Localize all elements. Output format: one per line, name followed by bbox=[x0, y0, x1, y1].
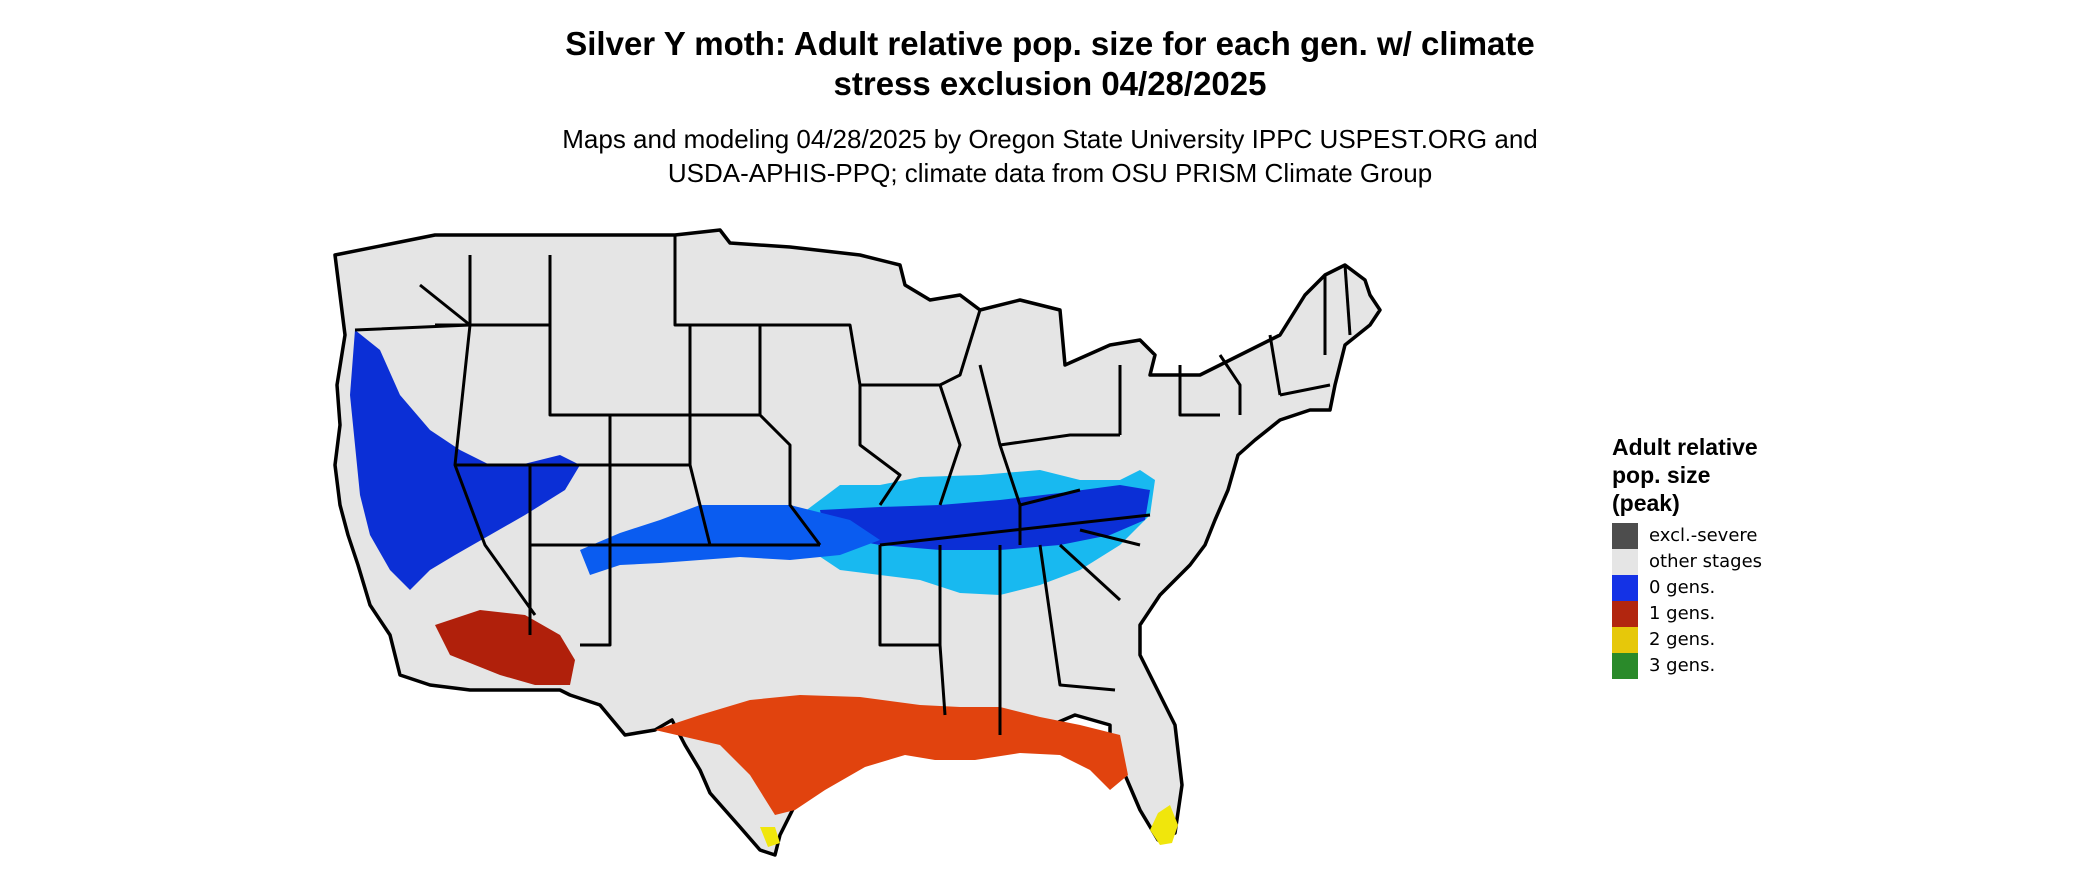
subtitle-line-1: Maps and modeling 04/28/2025 by Oregon S… bbox=[562, 124, 1538, 154]
southwest-zone-0-gens bbox=[350, 330, 580, 590]
state-borders bbox=[354, 235, 1352, 735]
legend-swatch bbox=[1612, 523, 1638, 549]
legend-item-1-gens: 1 gens. bbox=[1612, 601, 1872, 627]
legend-label: 0 gens. bbox=[1649, 577, 1716, 598]
map-subtitle: Maps and modeling 04/28/2025 by Oregon S… bbox=[300, 122, 1800, 190]
gulf-coast-zone-1-gens bbox=[655, 695, 1128, 815]
legend-swatch bbox=[1612, 601, 1638, 627]
legend-label: 2 gens. bbox=[1649, 629, 1716, 650]
legend-title-line-3: (peak) bbox=[1612, 490, 1680, 516]
legend-title: Adult relative pop. size (peak) bbox=[1612, 433, 1872, 517]
map-legend: Adult relative pop. size (peak) excl.-se… bbox=[1612, 433, 1872, 679]
us-map-svg bbox=[333, 228, 1382, 857]
tennessee-band-0-gens bbox=[820, 485, 1150, 550]
us-map bbox=[320, 215, 1580, 890]
legend-swatch bbox=[1612, 549, 1638, 575]
legend-item-2-gens: 2 gens. bbox=[1612, 627, 1872, 653]
legend-label: other stages bbox=[1649, 551, 1763, 572]
legend-item-excl-severe: excl.-severe bbox=[1612, 523, 1872, 549]
legend-swatch bbox=[1612, 575, 1638, 601]
legend-swatch bbox=[1612, 627, 1638, 653]
legend-item-3-gens: 3 gens. bbox=[1612, 653, 1872, 679]
south-florida-zone-2-gens bbox=[1150, 805, 1178, 845]
legend-label: excl.-severe bbox=[1649, 525, 1758, 546]
legend-label: 3 gens. bbox=[1649, 655, 1716, 676]
south-texas-zone-2-gens bbox=[760, 827, 780, 847]
legend-item-other-stages: other stages bbox=[1612, 549, 1872, 575]
subtitle-line-2: USDA-APHIS-PPQ; climate data from OSU PR… bbox=[667, 158, 1433, 188]
legend-label: 1 gens. bbox=[1649, 603, 1716, 624]
map-title: Silver Y moth: Adult relative pop. size … bbox=[350, 24, 1750, 104]
title-line-1: Silver Y moth: Adult relative pop. size … bbox=[565, 25, 1535, 62]
legend-item-0-gens: 0 gens. bbox=[1612, 575, 1872, 601]
arizona-zone-1-gens bbox=[435, 610, 575, 685]
legend-title-line-2: pop. size bbox=[1612, 462, 1711, 488]
title-line-2: stress exclusion 04/28/2025 bbox=[833, 65, 1267, 102]
legend-swatch bbox=[1612, 653, 1638, 679]
legend-title-line-1: Adult relative bbox=[1612, 434, 1758, 460]
